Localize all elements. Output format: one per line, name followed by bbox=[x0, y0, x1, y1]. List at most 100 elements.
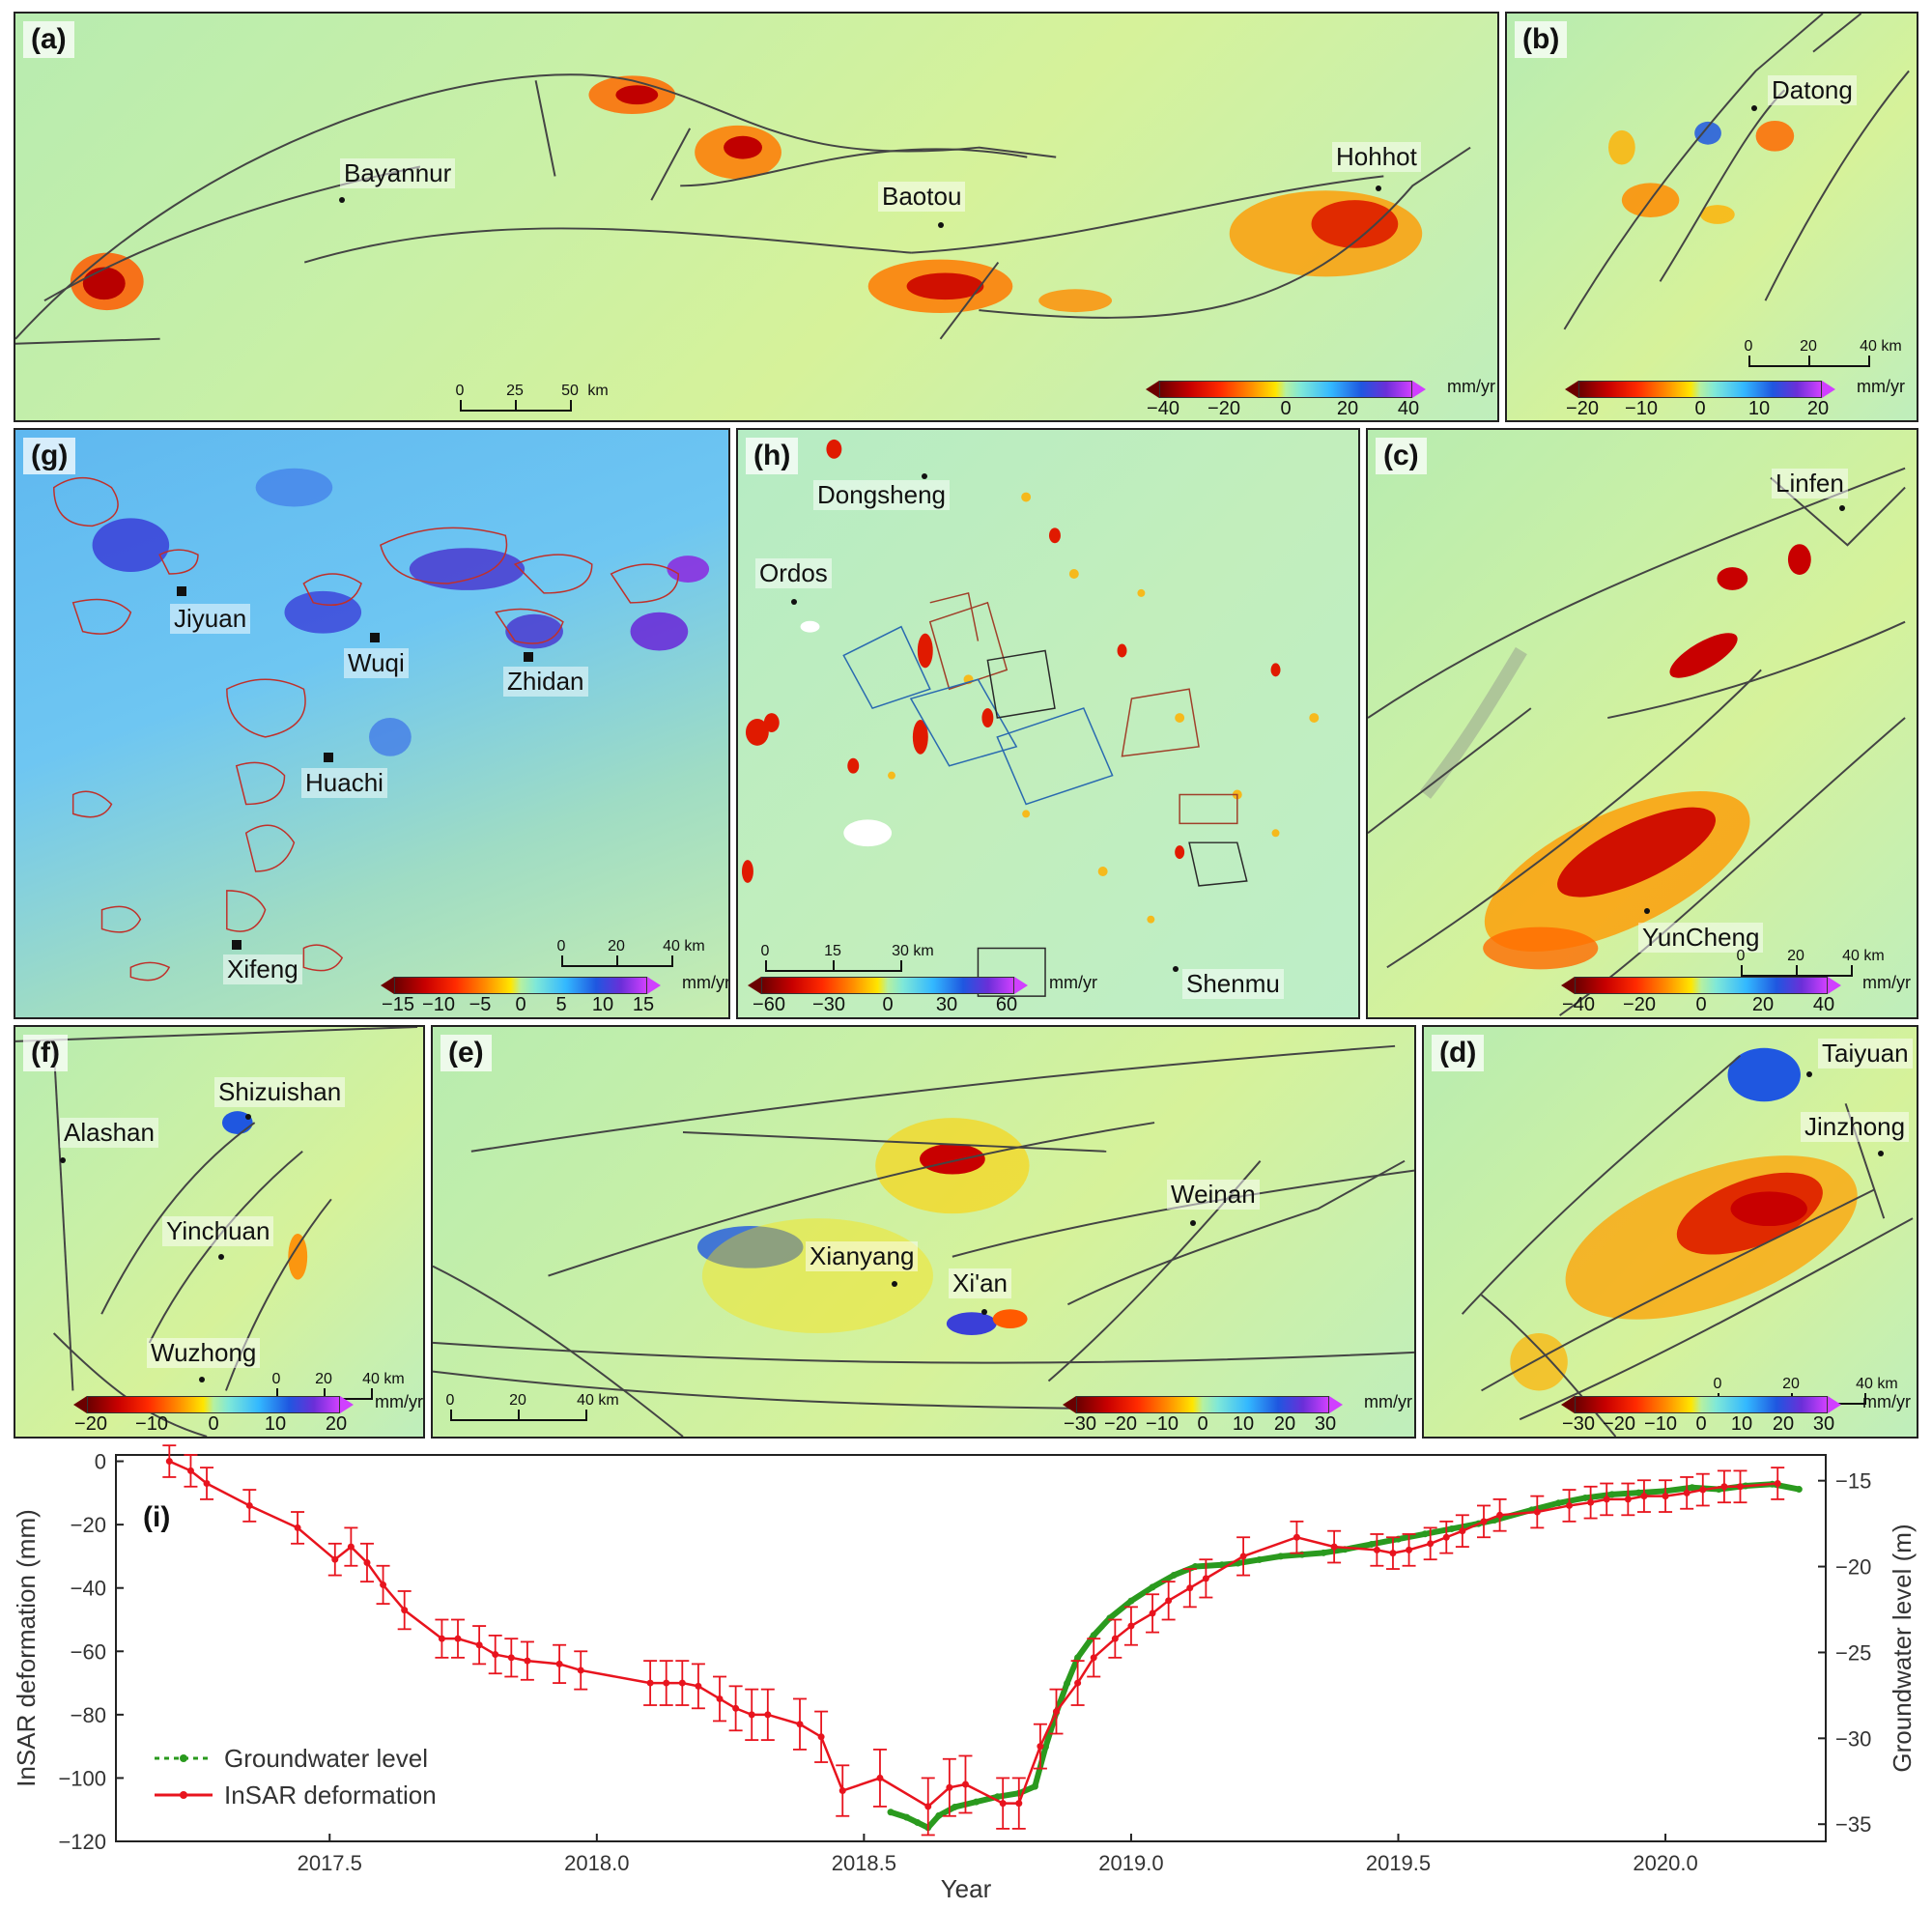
insar-point bbox=[817, 1733, 825, 1741]
groundwater-point bbox=[1320, 1549, 1327, 1556]
city-marker bbox=[981, 1309, 987, 1315]
city-weinan: Weinan bbox=[1167, 1180, 1260, 1210]
y2-tick-label: −30 bbox=[1835, 1726, 1871, 1751]
insar-series bbox=[162, 1444, 1785, 1837]
city-marker bbox=[60, 1157, 66, 1163]
insar-point bbox=[1459, 1527, 1466, 1535]
colorbar: −30 −20 −10 0 10 20 30 mm/yr bbox=[1063, 1392, 1412, 1435]
insar-point bbox=[876, 1774, 884, 1781]
deformation-map-g bbox=[53, 468, 710, 982]
scale-bar: 0 15 30 km bbox=[761, 937, 934, 976]
city-ordos: Ordos bbox=[755, 558, 832, 588]
groundwater-point bbox=[1090, 1632, 1097, 1639]
groundwater-point bbox=[973, 1798, 980, 1806]
city-xianyang: Xianyang bbox=[806, 1241, 919, 1271]
panel-label: (h) bbox=[746, 438, 799, 474]
insar-point bbox=[454, 1635, 462, 1642]
city-marker bbox=[324, 753, 333, 762]
insar-point bbox=[1127, 1622, 1135, 1630]
x-axis-label: Year bbox=[941, 1874, 992, 1903]
city-marker bbox=[1376, 185, 1381, 191]
insar-point bbox=[401, 1607, 409, 1614]
groundwater-point bbox=[1634, 1489, 1642, 1496]
y-tick-label: 0 bbox=[95, 1450, 106, 1474]
x-tick-label: 2019.0 bbox=[1098, 1851, 1163, 1875]
panel-label: (g) bbox=[23, 438, 76, 474]
insar-point bbox=[331, 1555, 339, 1563]
insar-point bbox=[663, 1679, 670, 1687]
insar-point bbox=[363, 1558, 371, 1566]
insar-point bbox=[1090, 1654, 1097, 1662]
groundwater-line bbox=[890, 1481, 1800, 1831]
groundwater-point bbox=[914, 1818, 922, 1826]
groundwater-point bbox=[903, 1813, 911, 1821]
city-marker bbox=[1190, 1220, 1196, 1226]
city-xian: Xi'an bbox=[949, 1268, 1012, 1298]
legend-insar-label: InSAR deformation bbox=[224, 1781, 437, 1809]
city-marker bbox=[938, 222, 944, 228]
scale-bar: 0 20 40 km bbox=[557, 932, 705, 971]
legend-groundwater-label: Groundwater level bbox=[224, 1744, 428, 1773]
city-yuncheng: YunCheng bbox=[1638, 923, 1764, 953]
scale-bar: 0 20 40 km bbox=[1745, 332, 1902, 371]
x-tick-label: 2018.5 bbox=[832, 1851, 896, 1875]
insar-point bbox=[186, 1467, 194, 1474]
groundwater-point bbox=[1149, 1583, 1156, 1591]
insar-point bbox=[1330, 1543, 1338, 1551]
insar-line bbox=[168, 1460, 1778, 1809]
groundwater-point bbox=[994, 1793, 1002, 1801]
y-tick-label: −120 bbox=[58, 1830, 106, 1854]
scale-bar: 0 20 40 km bbox=[1737, 942, 1885, 981]
insar-point bbox=[1111, 1635, 1119, 1642]
insar-point bbox=[1165, 1597, 1173, 1605]
city-datong: Datong bbox=[1768, 75, 1857, 105]
colorbar: −40 −20 0 20 40 mm/yr bbox=[1146, 377, 1495, 419]
insar-point bbox=[492, 1651, 499, 1659]
x-axis-ticks: 2017.5 2018.0 2018.5 2019.0 2019.5 2020.0 bbox=[298, 1834, 1698, 1875]
groundwater-point bbox=[1170, 1571, 1178, 1579]
insar-point bbox=[961, 1781, 969, 1788]
city-marker bbox=[524, 652, 533, 662]
groundwater-point bbox=[1298, 1551, 1306, 1558]
colorbar: −60 −30 0 30 60 mm/yr bbox=[748, 973, 1097, 1017]
city-bayannur: Bayannur bbox=[340, 158, 456, 188]
y2-tick-label: −25 bbox=[1835, 1640, 1871, 1665]
groundwater-point bbox=[1689, 1484, 1696, 1492]
insar-point bbox=[678, 1679, 686, 1687]
panel-f-map: (f) Shizuishan Alashan Yinchuan Wuzhong … bbox=[14, 1025, 425, 1439]
scale-bar: 0 20 40 km bbox=[446, 1386, 619, 1425]
insar-point bbox=[577, 1667, 584, 1674]
deformation-map-a bbox=[15, 73, 1471, 345]
city-shenmu: Shenmu bbox=[1182, 969, 1284, 999]
groundwater-point bbox=[1064, 1679, 1071, 1687]
groundwater-point bbox=[1795, 1486, 1803, 1494]
city-marker bbox=[1806, 1071, 1812, 1077]
insar-point bbox=[1624, 1496, 1632, 1503]
colorbar: −20 −10 0 10 20 mm/yr bbox=[73, 1392, 423, 1435]
insar-point bbox=[438, 1635, 445, 1642]
city-jiyuan: Jiyuan bbox=[170, 604, 251, 634]
city-alashan: Alashan bbox=[60, 1118, 158, 1148]
panel-a-map: (a) Bayannur Baotou Hohhot 0 25 50 km −40 −2… bbox=[14, 12, 1499, 422]
panel-label: (f) bbox=[23, 1035, 68, 1071]
city-marker bbox=[1839, 505, 1845, 511]
insar-point bbox=[1640, 1493, 1648, 1500]
groundwater-point bbox=[1074, 1654, 1082, 1662]
insar-point bbox=[946, 1783, 953, 1791]
insar-point bbox=[924, 1803, 932, 1810]
city-marker bbox=[339, 197, 345, 203]
y2-tick-label: −20 bbox=[1835, 1555, 1871, 1580]
panel-d-map: (d) Taiyuan Jinzhong 0 20 40 km −30 −20 −10 0 1… bbox=[1422, 1025, 1918, 1439]
x-tick-label: 2020.0 bbox=[1633, 1851, 1697, 1875]
groundwater-point bbox=[951, 1803, 958, 1810]
panel-c-map: (c) Linfen YunCheng 0 20 40 km −40 −20 0 20 40 … bbox=[1366, 428, 1918, 1019]
city-huachi: Huachi bbox=[301, 768, 387, 798]
groundwater-point bbox=[1581, 1494, 1589, 1501]
insar-point bbox=[1037, 1743, 1044, 1751]
insar-point bbox=[999, 1800, 1007, 1808]
groundwater-point bbox=[1256, 1555, 1264, 1563]
legend: Groundwater level InSAR deformation bbox=[155, 1744, 437, 1809]
insar-point bbox=[1683, 1489, 1690, 1496]
deformation-map-c bbox=[1368, 467, 1906, 1016]
insar-point bbox=[1603, 1496, 1610, 1503]
